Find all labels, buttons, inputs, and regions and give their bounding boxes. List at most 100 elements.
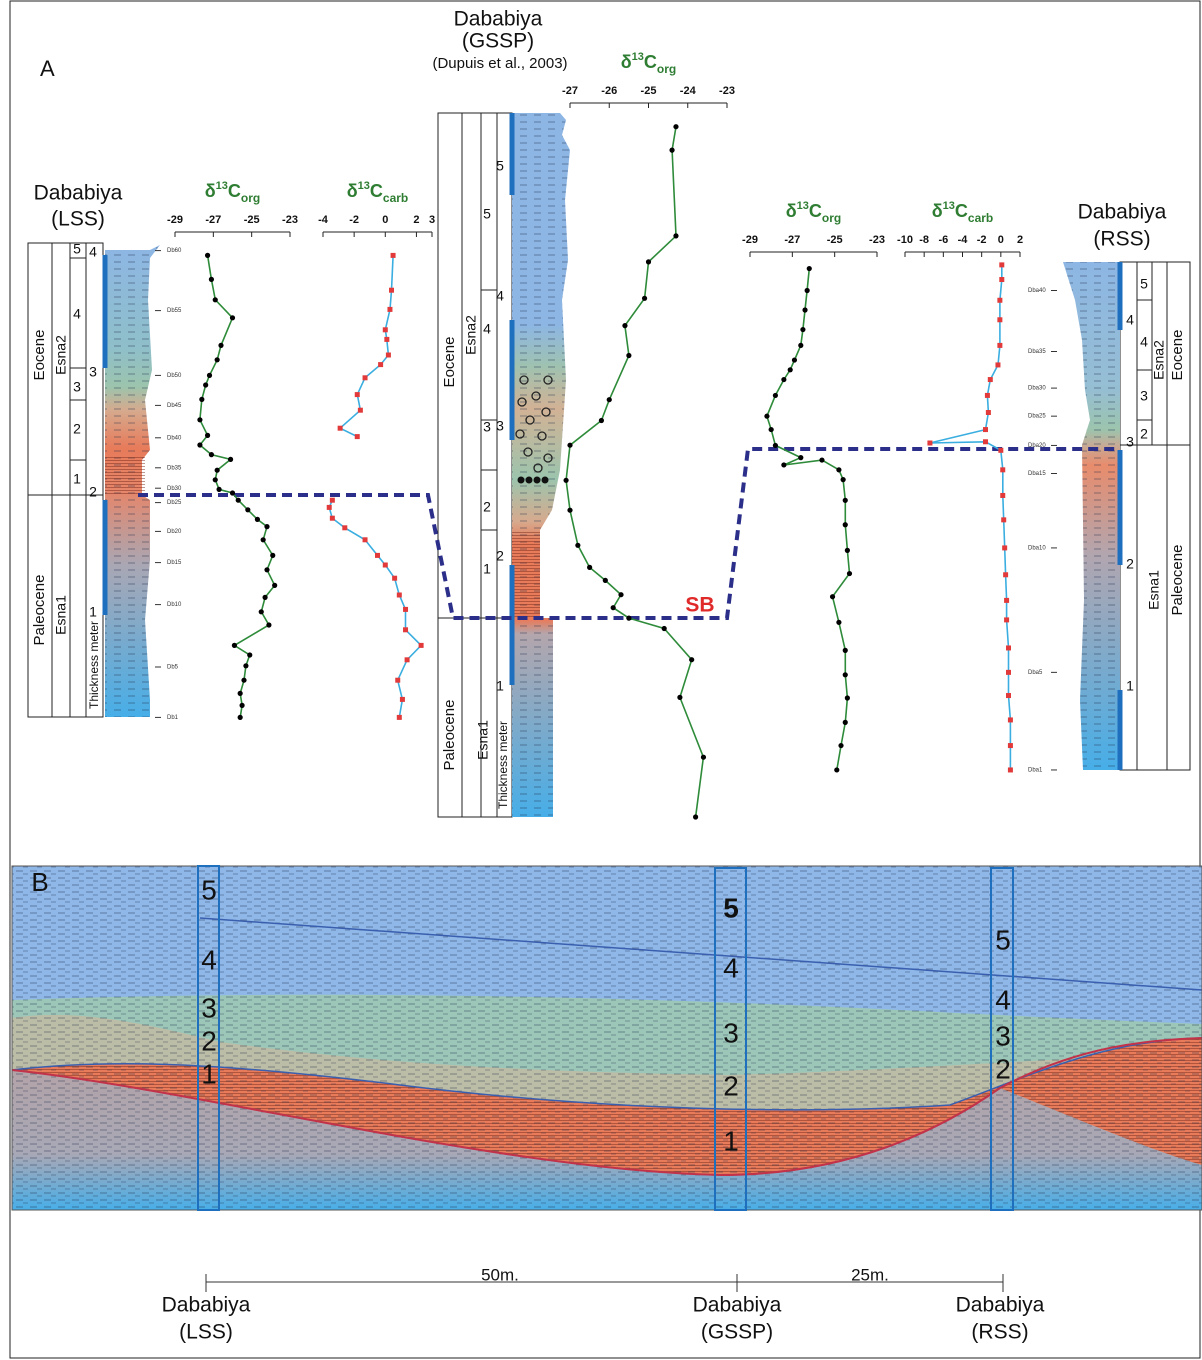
- lithology-pattern: [1063, 262, 1120, 770]
- x-tick-label: -29: [742, 234, 758, 246]
- y-tick-label: Db15: [167, 560, 182, 566]
- x-tick-label: 3: [429, 214, 435, 226]
- data-point: [236, 498, 241, 503]
- x-tick-label: -27: [562, 85, 578, 97]
- data-point: [378, 362, 383, 367]
- unit-label: 1: [201, 1058, 217, 1089]
- data-point: [800, 327, 805, 332]
- data-point: [403, 627, 408, 632]
- data-point: [836, 467, 841, 472]
- x-tick-label: 0: [382, 214, 388, 226]
- location-label: (GSSP): [701, 1321, 773, 1344]
- data-point: [841, 477, 846, 482]
- unit-label: 2: [995, 1053, 1011, 1084]
- data-point: [563, 478, 568, 483]
- data-point: [197, 442, 202, 447]
- formation-label: Esna1: [475, 720, 491, 760]
- data-point: [1008, 743, 1013, 748]
- data-point: [239, 703, 244, 708]
- unit-label: 3: [201, 992, 217, 1023]
- data-point: [847, 571, 852, 576]
- y-tick-label: Dba30: [1028, 386, 1046, 392]
- thickness-tick-label: 3: [496, 418, 504, 434]
- x-tick-label: -27: [784, 234, 800, 246]
- data-point: [983, 427, 988, 432]
- data-point: [819, 457, 824, 462]
- unit-label: 5: [73, 241, 81, 257]
- data-point: [327, 505, 332, 510]
- data-point: [1004, 617, 1009, 622]
- data-point: [927, 441, 932, 446]
- data-point: [1008, 717, 1013, 722]
- thickness-tick-label: 1: [89, 604, 97, 620]
- unit-label: 3: [995, 1020, 1011, 1051]
- plot-title-part: carb: [383, 191, 408, 205]
- data-point: [673, 124, 678, 129]
- y-tick-label: Dba20: [1028, 443, 1046, 449]
- data-point: [392, 576, 397, 581]
- data-point: [199, 397, 204, 402]
- data-point: [805, 288, 810, 293]
- data-point: [781, 462, 786, 467]
- x-tick-label: -24: [680, 85, 697, 97]
- unit-label: 1: [73, 471, 81, 487]
- data-point: [205, 253, 210, 258]
- data-point: [611, 605, 616, 610]
- data-point: [391, 253, 396, 258]
- data-point: [843, 522, 848, 527]
- x-tick-label: -25: [641, 85, 657, 97]
- data-point: [1000, 467, 1005, 472]
- data-point: [997, 298, 1002, 303]
- x-tick-label: 2: [413, 214, 419, 226]
- x-tick-label: -23: [719, 85, 735, 97]
- plot-title-part: δ: [621, 52, 632, 72]
- unit-label: 4: [201, 944, 217, 975]
- sequence-boundary-label: SB: [685, 594, 714, 617]
- data-point: [618, 592, 623, 597]
- unit-label: 5: [1140, 276, 1148, 292]
- unit-label: 4: [483, 321, 491, 337]
- data-point: [243, 663, 248, 668]
- data-point: [197, 417, 202, 422]
- y-tick-label: Db50: [167, 373, 182, 379]
- x-tick-label: 0: [998, 234, 1004, 246]
- y-tick-label: Db35: [167, 465, 182, 471]
- lss-column: Dababiya (LSS) Eocene Paleocene Esna2 Es…: [28, 182, 160, 717]
- data-point: [232, 643, 237, 648]
- thickness-tick-label: 3: [1126, 434, 1134, 450]
- column-name: (GSSP): [462, 30, 534, 53]
- unit-label: 4: [723, 952, 739, 983]
- x-tick-label: -10: [897, 234, 913, 246]
- data-point: [218, 343, 223, 348]
- data-point: [383, 563, 388, 568]
- x-tick-label: -4: [958, 234, 969, 246]
- data-point: [230, 490, 235, 495]
- data-point: [397, 715, 402, 720]
- x-tick-label: -8: [919, 234, 929, 246]
- data-point: [363, 375, 368, 380]
- thickness-tick-label: 4: [1126, 312, 1134, 328]
- x-tick-label: -2: [977, 234, 987, 246]
- data-point: [386, 353, 391, 358]
- y-tick-label: Db30: [167, 486, 182, 492]
- data-point: [330, 498, 335, 503]
- plot-title: δ13Ccarb: [347, 180, 409, 205]
- body: A Dababiya (LSS) Eocene Paleocene Esna2 …: [0, 0, 1202, 1360]
- data-point: [215, 357, 220, 362]
- data-point: [228, 457, 233, 462]
- data-point: [375, 553, 380, 558]
- data-point: [769, 427, 774, 432]
- x-tick-label: 2: [1017, 234, 1023, 246]
- data-point: [983, 439, 988, 444]
- data-point: [255, 517, 260, 522]
- data-point: [261, 537, 266, 542]
- data-point: [405, 657, 410, 662]
- column-name: Dababiya: [1078, 201, 1167, 224]
- figure: A Dababiya (LSS) Eocene Paleocene Esna2 …: [0, 0, 1202, 1360]
- data-point: [575, 543, 580, 548]
- x-tick-label: -29: [167, 214, 183, 226]
- data-point: [389, 288, 394, 293]
- thickness-tick-label: 2: [1126, 556, 1134, 572]
- data-point: [1001, 517, 1006, 522]
- formation-label: Esna2: [463, 315, 479, 355]
